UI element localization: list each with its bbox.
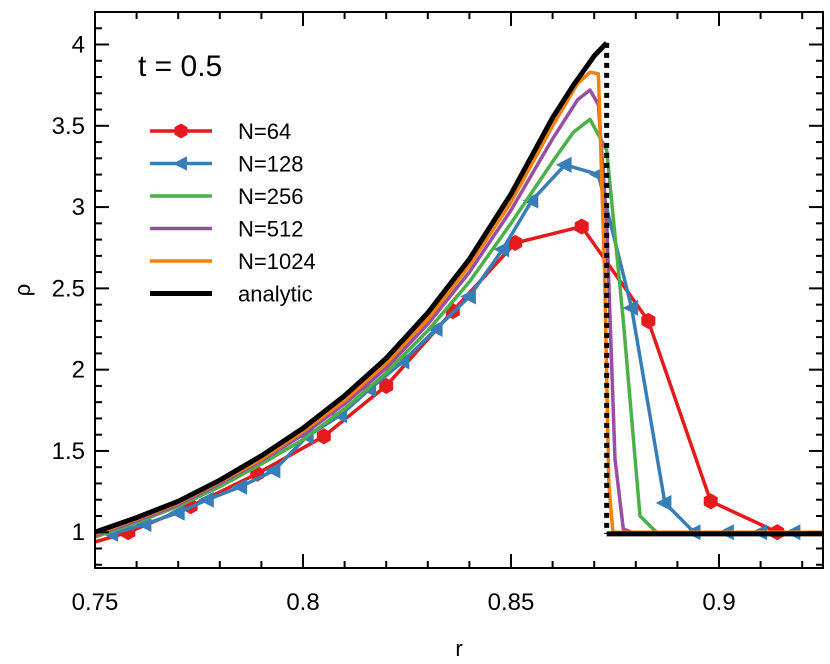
data-point-n-128: [264, 462, 281, 479]
data-point-n-128: [231, 478, 248, 495]
series-analytic: [95, 41, 823, 537]
legend-label: N=128: [238, 152, 303, 177]
y-tick-label: 3.5: [52, 113, 85, 140]
series-layer: [55, 41, 823, 559]
legend-entry-analytic: analytic: [150, 282, 313, 307]
y-tick-label: 2: [72, 357, 85, 384]
data-point-n-128: [427, 320, 443, 338]
legend-entry-n-256: N=256: [150, 184, 303, 209]
data-point-n-64: [641, 312, 656, 329]
time-annotation: t = 0.5: [138, 50, 222, 83]
data-point-n-64: [703, 493, 718, 510]
data-point-n-64: [574, 218, 589, 235]
legend-label: N=64: [238, 119, 291, 144]
data-point-n-128: [198, 491, 214, 508]
data-point-n-128: [169, 504, 185, 521]
series-line-n-256: [95, 117, 823, 539]
legend-entry-n-1024: N=1024: [150, 249, 316, 274]
legend-entry-n-64: N=64: [150, 119, 291, 144]
y-tick-label: 2.5: [52, 275, 85, 302]
legend-label: N=512: [238, 217, 303, 242]
x-tick-label: 0.75: [72, 589, 119, 616]
y-axis-title: ρ: [10, 284, 35, 297]
legend-label: analytic: [238, 282, 313, 307]
y-tick-label: 1: [72, 519, 85, 546]
data-point-n-64: [316, 428, 331, 445]
data-point-n-128: [655, 494, 672, 511]
legend-marker: [173, 156, 187, 171]
y-tick-label: 4: [72, 32, 85, 59]
y-tick-label: 1.5: [52, 438, 85, 465]
series-line-n-128: [111, 163, 794, 536]
data-point-n-128: [555, 156, 572, 173]
legend-marker: [174, 123, 188, 139]
data-point-n-128: [460, 288, 476, 305]
legend-entry-n-512: N=512: [150, 217, 303, 242]
x-tick-label: 0.8: [286, 589, 319, 616]
axes-layer: 0.75 0.8 0.85 0.9 1 1.5 2 2.5 3 3.5 4: [52, 11, 824, 616]
x-tick-label: 0.9: [702, 589, 735, 616]
legend-entry-n-128: N=128: [150, 152, 303, 177]
series-line-analytic: [95, 41, 609, 535]
series-n-256: [95, 117, 823, 539]
y-tick-label: 3: [72, 194, 85, 221]
x-tick-label: 0.85: [488, 589, 535, 616]
legend-label: N=256: [238, 184, 303, 209]
legend-label: N=1024: [238, 249, 316, 274]
data-point-n-64: [55, 544, 68, 559]
legend: N=64 N=128 N=256 N=512 N=1024 analytic: [150, 119, 316, 307]
data-point-n-128: [493, 241, 510, 258]
data-point-n-128: [622, 299, 639, 316]
x-axis-title: r: [455, 636, 462, 661]
plot-frame: [94, 11, 824, 569]
